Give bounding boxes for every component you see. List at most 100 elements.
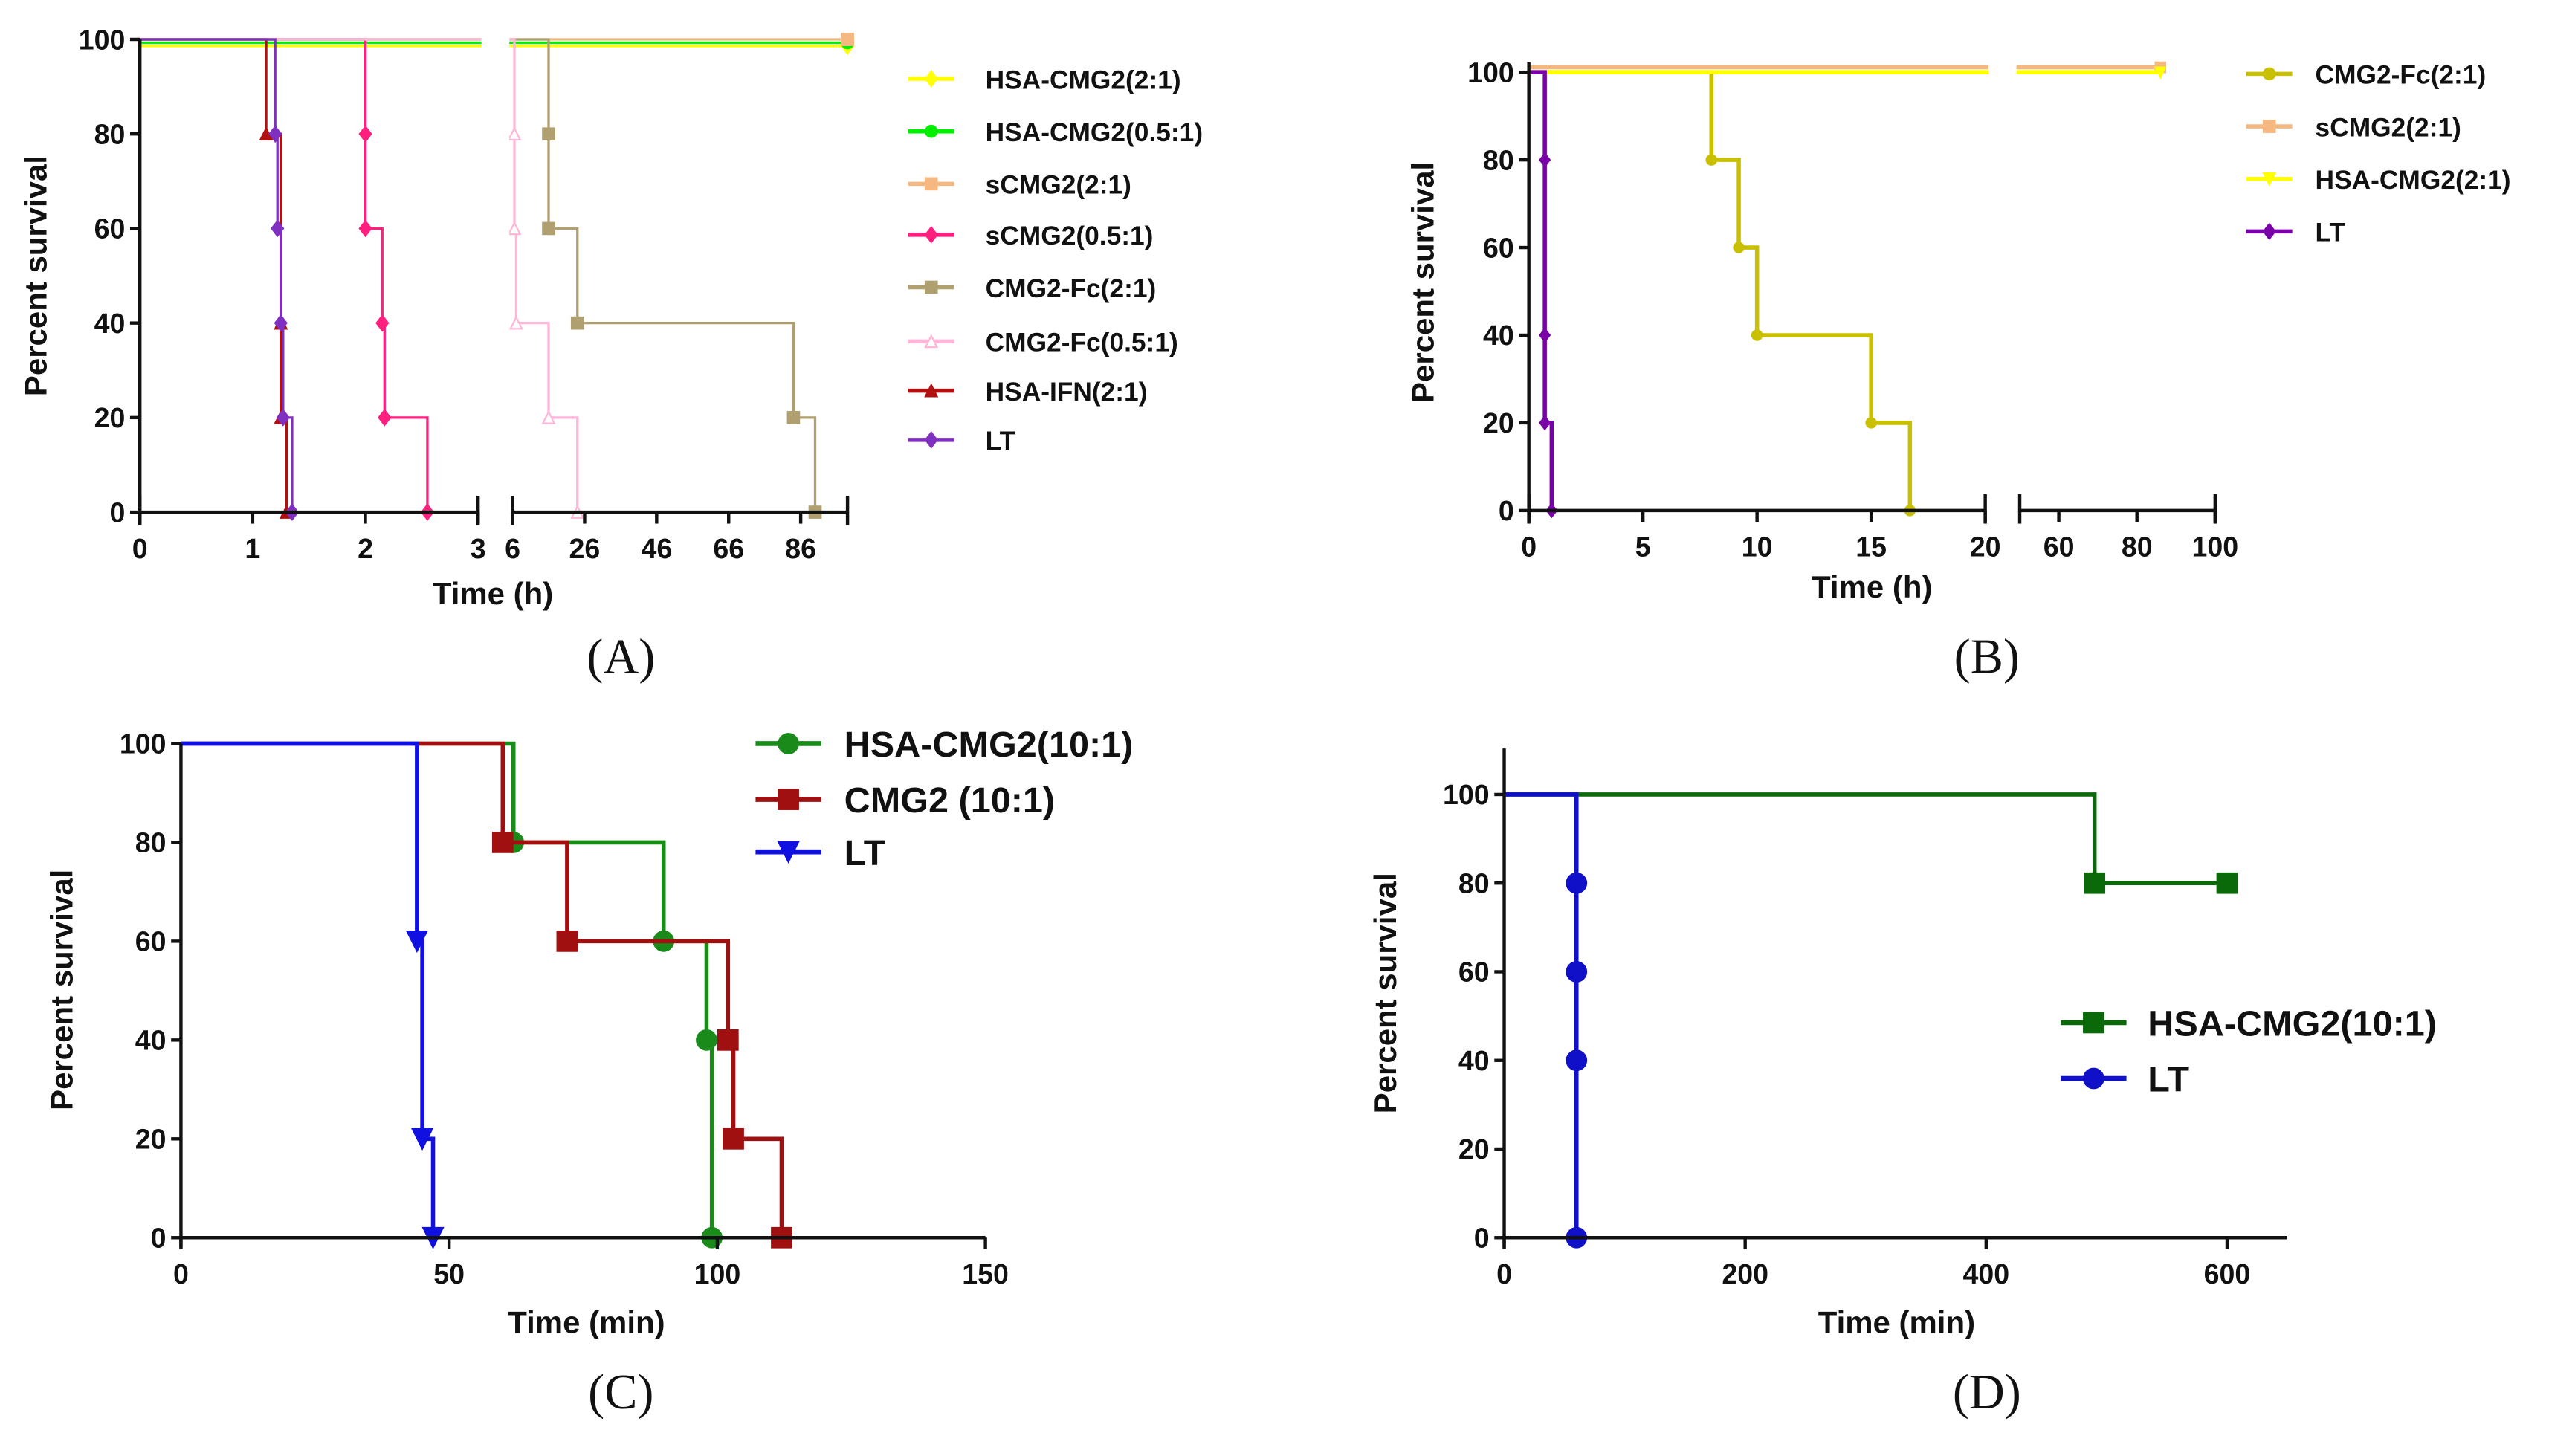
y-tick-label: 60 (1483, 232, 1514, 263)
data-point (696, 1029, 717, 1051)
legend-item: LT (755, 833, 886, 873)
x-tick-label: 2 (358, 533, 373, 564)
x-tick-label: 80 (2122, 531, 2153, 563)
legend-marker (778, 789, 799, 810)
legend-item: HSA-CMG2(10:1) (755, 725, 1133, 765)
x-tick-label: 100 (694, 1258, 741, 1290)
data-point (405, 931, 428, 954)
panel-label: (D) (1953, 1365, 2021, 1420)
data-point (274, 314, 288, 332)
series-line (1528, 70, 1913, 511)
data-point (1539, 152, 1551, 168)
y-tick-label: 40 (135, 1025, 167, 1056)
legend-label: HSA-IFN(2:1) (986, 378, 1148, 407)
data-point (491, 832, 514, 853)
y-axis-title: Percent survival (1406, 162, 1441, 403)
x-tick-label: 100 (2192, 531, 2239, 563)
data-point (2084, 872, 2106, 894)
x-tick-label: 3 (471, 533, 486, 564)
x-tick-label: 1 (245, 533, 260, 564)
legend-label: sCMG2(0.5:1) (986, 221, 1154, 250)
series-line (181, 741, 714, 1238)
legend-label: HSA-CMG2(10:1) (844, 725, 1134, 765)
series-group (1528, 61, 2167, 519)
y-tick-label: 0 (109, 496, 125, 528)
legend-label: LT (986, 427, 1016, 456)
y-tick-label: 40 (1483, 320, 1514, 351)
x-tick-label: 0 (173, 1258, 189, 1290)
legend-item: CMG2-Fc(2:1) (2246, 61, 2486, 90)
data-point (1566, 961, 1588, 983)
x-axis-title: Time (min) (1818, 1304, 1975, 1339)
series-line (1504, 792, 2227, 885)
legend-marker (778, 733, 799, 754)
data-point (1539, 327, 1551, 343)
legend-item: CMG2 (10:1) (755, 780, 1055, 821)
x-tick-label: 6 (505, 533, 520, 564)
y-tick-label: 20 (94, 402, 126, 433)
x-tick-label: 86 (785, 533, 816, 564)
data-point (1566, 872, 1588, 894)
x-tick-label: 600 (2204, 1258, 2251, 1290)
y-tick-label: 40 (1458, 1045, 1490, 1076)
x-axis-title: Time (h) (433, 576, 553, 611)
data-point (507, 221, 522, 236)
legend-marker (2083, 1067, 2104, 1090)
legend-marker (2262, 172, 2277, 187)
y-tick-label: 40 (94, 308, 126, 339)
legend-label: CMG2-Fc(2:1) (986, 274, 1157, 303)
y-tick-label: 0 (1499, 495, 1514, 526)
y-tick-label: 100 (1443, 779, 1490, 810)
series-line (1528, 70, 1554, 511)
legend-marker (777, 841, 800, 864)
y-tick-label: 60 (1458, 957, 1490, 988)
legend-marker (924, 124, 938, 138)
data-point (1566, 1049, 1588, 1072)
chart-panel-d: 0 20 40 60 80 100 0 200 400 600 Time (min) Percent … (1368, 748, 2437, 1420)
legend-item: LT (2061, 1060, 2189, 1100)
legend-marker (2262, 67, 2276, 81)
legend-item: HSA-CMG2(2:1) (908, 65, 1181, 94)
legend-item: CMG2-Fc(2:1) (908, 274, 1156, 303)
legend: CMG2-Fc(2:1) sCMG2(2:1) HSA-CMG2(2:1) LT (2246, 61, 2511, 247)
data-point (1865, 417, 1877, 429)
legend-item: CMG2-Fc(0.5:1) (908, 329, 1178, 357)
data-point (268, 125, 282, 143)
y-tick-label: 60 (94, 213, 126, 245)
series-line (140, 38, 294, 513)
x-axis-title: Time (min) (508, 1304, 665, 1339)
legend-label: HSA-CMG2(0.5:1) (986, 118, 1203, 147)
legend-item: sCMG2(2:1) (2246, 113, 2461, 142)
data-point (1751, 329, 1763, 341)
legend-marker (2262, 222, 2276, 241)
legend-item: HSA-IFN(2:1) (908, 378, 1148, 407)
legend: HSA-CMG2(2:1) HSA-CMG2(0.5:1) sCMG2(2:1) sC… (908, 65, 1203, 456)
legend-item: LT (2246, 219, 2346, 247)
series-line (140, 38, 288, 513)
data-point (786, 411, 801, 424)
legend-marker (2083, 1012, 2104, 1034)
series-group (1504, 792, 2238, 1249)
chart-panel-c: 0 20 40 60 80 100 0 50 100 150 Time (min) Percent s… (45, 725, 1134, 1420)
legend-marker (924, 383, 939, 398)
legend-item: HSA-CMG2(2:1) (2246, 166, 2511, 195)
x-tick-label: 60 (2043, 531, 2075, 563)
legend-label: HSA-CMG2(2:1) (2316, 166, 2511, 195)
x-tick-label: 0 (1496, 1258, 1512, 1290)
y-tick-label: 20 (1483, 407, 1514, 439)
data-point (556, 931, 578, 952)
legend-marker (924, 225, 938, 244)
x-tick-label: 20 (1970, 531, 2001, 563)
y-tick-label: 80 (1458, 867, 1490, 899)
legend: HSA-CMG2(10:1) LT (2061, 1004, 2437, 1100)
series-group (181, 741, 792, 1249)
axis-break (1988, 42, 2017, 517)
axes: 0 20 40 60 80 100 0 1 2 3 6 26 46 66 86 (79, 24, 850, 564)
x-tick-label: 26 (569, 533, 601, 564)
axes: 0 20 40 60 80 100 0 50 100 150 (120, 728, 1009, 1290)
data-point (507, 126, 522, 141)
legend-item: sCMG2(0.5:1) (908, 221, 1154, 250)
legend-label: HSA-CMG2(2:1) (986, 65, 1181, 94)
data-point (717, 1029, 739, 1051)
y-axis-title: Percent survival (1368, 873, 1403, 1113)
